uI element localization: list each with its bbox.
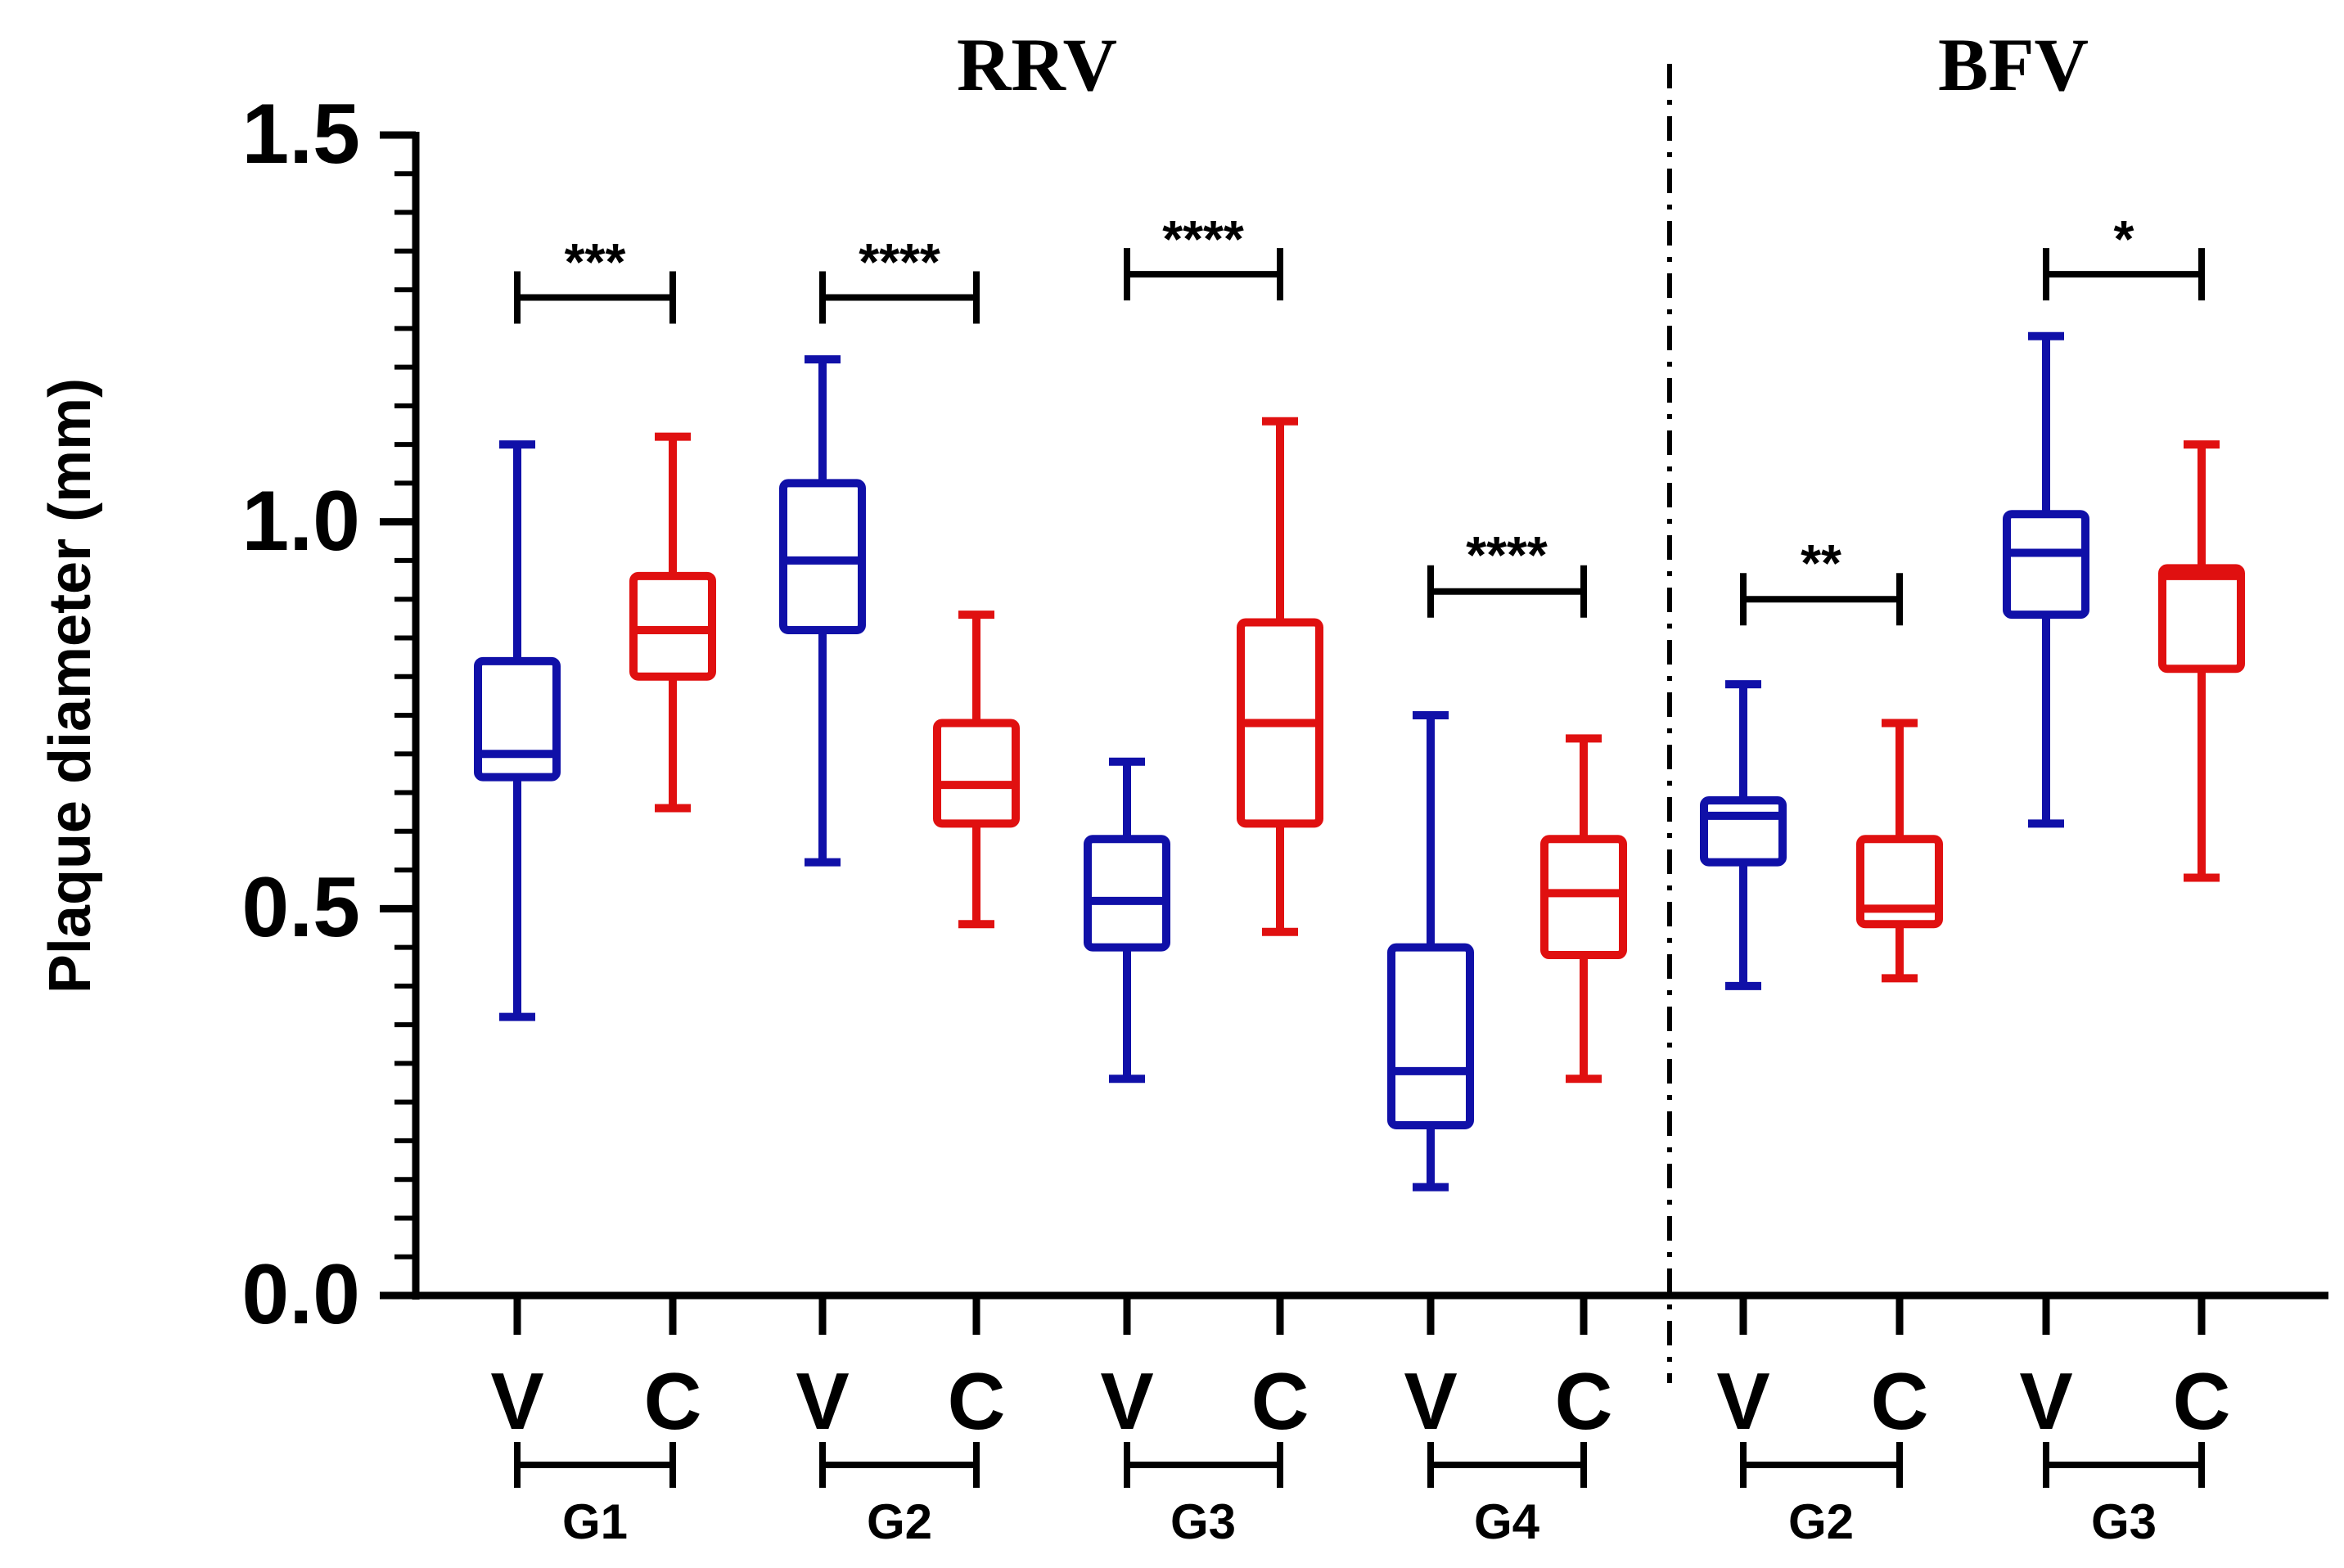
group-label-rrv-g1: G1 bbox=[562, 1494, 628, 1549]
group-label-rrv-g3: G3 bbox=[1170, 1494, 1236, 1549]
category-label-rrv-g1-c: C bbox=[644, 1356, 702, 1446]
category-label-rrv-g1-v: V bbox=[490, 1356, 543, 1446]
significance-label-rrv-g4: **** bbox=[1466, 525, 1548, 584]
category-label-bfv-g2-v: V bbox=[1716, 1356, 1769, 1446]
group-label-bfv-g3: G3 bbox=[2091, 1494, 2157, 1549]
significance-label-bfv-g2: ** bbox=[1801, 534, 1841, 593]
section-title-bfv: BFV bbox=[1938, 23, 2089, 106]
y-axis-label: Plaque diameter (mm) bbox=[38, 378, 103, 994]
significance-label-rrv-g2: **** bbox=[859, 232, 940, 291]
group-label-rrv-g4: G4 bbox=[1474, 1494, 1540, 1549]
category-label-rrv-g2-v: V bbox=[796, 1356, 849, 1446]
y-tick-label-1: 0.5 bbox=[241, 860, 360, 955]
significance-label-rrv-g3: **** bbox=[1162, 210, 1244, 268]
y-tick-label-2: 1.0 bbox=[241, 474, 360, 569]
box-bfv-g2-c bbox=[1856, 835, 1943, 929]
box-bfv-g2-v bbox=[1700, 795, 1787, 867]
significance-label-bfv-g3: * bbox=[2114, 210, 2134, 268]
category-label-rrv-g3-c: C bbox=[1251, 1356, 1309, 1446]
category-label-rrv-g4-c: C bbox=[1555, 1356, 1613, 1446]
significance-label-rrv-g1: *** bbox=[565, 232, 626, 291]
box-rrv-g4-v bbox=[1387, 943, 1474, 1130]
category-label-bfv-g3-v: V bbox=[2019, 1356, 2072, 1446]
chart-marks bbox=[380, 64, 2328, 1488]
box-bfv-g3-c bbox=[2158, 564, 2245, 674]
y-tick-label-0: 0.0 bbox=[241, 1247, 360, 1342]
group-label-bfv-g2: G2 bbox=[1788, 1494, 1854, 1549]
box-rrv-g2-c bbox=[933, 719, 1020, 828]
category-label-rrv-g4-v: V bbox=[1404, 1356, 1457, 1446]
y-tick-label-3: 1.5 bbox=[241, 87, 360, 182]
category-label-rrv-g2-c: C bbox=[948, 1356, 1006, 1446]
box-rrv-g3-v bbox=[1084, 835, 1170, 952]
category-label-bfv-g3-c: C bbox=[2173, 1356, 2231, 1446]
section-title-rrv: RRV bbox=[957, 23, 1117, 106]
category-label-rrv-g3-v: V bbox=[1100, 1356, 1153, 1446]
box-rrv-g1-v bbox=[474, 656, 561, 782]
group-label-rrv-g2: G2 bbox=[867, 1494, 932, 1549]
box-bfv-g3-v bbox=[2003, 510, 2089, 620]
category-label-bfv-g2-c: C bbox=[1871, 1356, 1929, 1446]
